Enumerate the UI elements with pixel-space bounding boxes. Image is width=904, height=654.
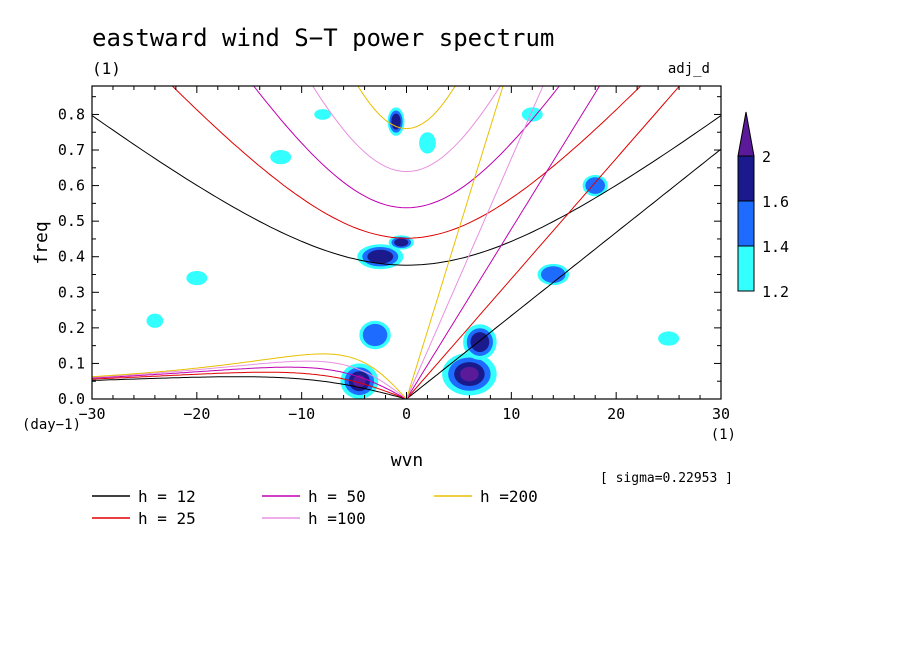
legend-label: h = 12 xyxy=(138,487,196,506)
colorbar-swatch xyxy=(737,155,755,202)
y-tick-label: 0.6 xyxy=(58,177,85,195)
power-contour-blob xyxy=(340,363,379,399)
kelvin-wave-line xyxy=(406,86,601,399)
inertia-gravity-line xyxy=(312,86,501,173)
y-axis: 0.0 0.1 0.2 0.3 0.4 0.5 0.6 0.7 0.8 xyxy=(58,96,721,408)
legend-label: h = 25 xyxy=(138,509,196,528)
kelvin-wave-line xyxy=(406,86,544,399)
legend-label: h = 50 xyxy=(308,487,366,506)
power-contours xyxy=(146,107,680,399)
dispersion-curve-h200 xyxy=(92,86,504,399)
chart-subtitle-left: (1) xyxy=(92,59,121,78)
x-tick-label: 30 xyxy=(712,405,730,423)
dispersion-curves xyxy=(92,86,721,399)
colorbar-swatch xyxy=(737,245,755,292)
rossby-wave-line xyxy=(92,371,407,399)
colorbar-label: 1.4 xyxy=(762,238,789,256)
power-contour-blob xyxy=(186,270,208,286)
y-axis-label: freq xyxy=(31,221,52,264)
power-contour-blob xyxy=(357,244,404,270)
power-contour-blob xyxy=(314,109,332,120)
x-tick-label: −20 xyxy=(183,405,210,423)
y-tick-label: 0.2 xyxy=(58,319,85,337)
y-tick-label: 0.1 xyxy=(58,354,85,372)
rossby-wave-line xyxy=(92,376,407,399)
inertia-gravity-line xyxy=(92,115,721,266)
inertia-gravity-line xyxy=(171,86,642,239)
colorbar-label: 2 xyxy=(762,148,771,166)
y-tick-label: 0.5 xyxy=(58,212,85,230)
inertia-gravity-line xyxy=(357,86,456,130)
legend-label: h =100 xyxy=(308,509,366,528)
rossby-wave-line xyxy=(92,360,407,399)
kelvin-wave-line xyxy=(406,86,504,399)
x-tick-label: 0 xyxy=(402,405,411,423)
x-tick-label: −30 xyxy=(78,405,105,423)
y-axis-unit: (day−1) xyxy=(22,417,81,433)
power-contour-blob xyxy=(270,150,292,165)
dispersion-curve-h12 xyxy=(92,115,721,399)
y-tick-label: 0.8 xyxy=(58,105,85,123)
inertia-gravity-line xyxy=(253,86,560,209)
chart-title: eastward wind S−T power spectrum xyxy=(92,24,554,52)
power-contour-blob xyxy=(442,352,497,396)
plot-area xyxy=(92,86,721,399)
x-axis: −30 −20 −10 0 10 20 30 xyxy=(78,86,730,423)
dispersion-curve-h50 xyxy=(92,86,601,399)
power-contour-blob xyxy=(463,324,497,360)
colorbar-label: 1.2 xyxy=(762,283,789,301)
power-contour-blob xyxy=(658,331,680,346)
x-axis-unit: (1) xyxy=(711,427,736,443)
power-contour-blob xyxy=(537,263,569,286)
power-contour-blob xyxy=(419,132,436,154)
dispersion-curve-h100 xyxy=(92,86,544,399)
sigma-annotation: [ sigma=0.22953 ] xyxy=(600,471,733,486)
rossby-wave-line xyxy=(92,353,407,399)
x-axis-label: wvn xyxy=(391,450,424,471)
power-contour-blob xyxy=(387,107,405,136)
y-tick-label: 0.3 xyxy=(58,283,85,301)
power-contour-blob xyxy=(146,313,164,328)
x-tick-label: 10 xyxy=(502,405,520,423)
power-contour-blob xyxy=(359,320,391,350)
x-tick-label: −10 xyxy=(288,405,315,423)
colorbar-label: 1.6 xyxy=(762,193,789,211)
x-tick-label: 20 xyxy=(607,405,625,423)
kelvin-wave-line xyxy=(406,148,721,399)
power-contour-blob xyxy=(521,107,543,122)
legend-label: h =200 xyxy=(480,487,538,506)
power-contour-blob xyxy=(388,235,414,250)
y-tick-label: 0.4 xyxy=(58,248,85,266)
rossby-wave-line xyxy=(92,366,407,399)
chart-subtitle-right: adj_d xyxy=(668,61,710,77)
power-contour-blob xyxy=(582,174,608,197)
y-tick-label: 0.0 xyxy=(58,390,85,408)
colorbar-extension xyxy=(737,111,755,157)
y-tick-label: 0.7 xyxy=(58,141,85,159)
kelvin-wave-line xyxy=(406,86,681,399)
colorbar-swatch xyxy=(737,200,755,247)
dispersion-curve-h25 xyxy=(92,86,681,399)
colorbar: 2 1.6 1.4 1.2 xyxy=(737,111,789,301)
legend: h = 12 h = 25 h = 50 h =100 h =200 xyxy=(92,487,538,528)
